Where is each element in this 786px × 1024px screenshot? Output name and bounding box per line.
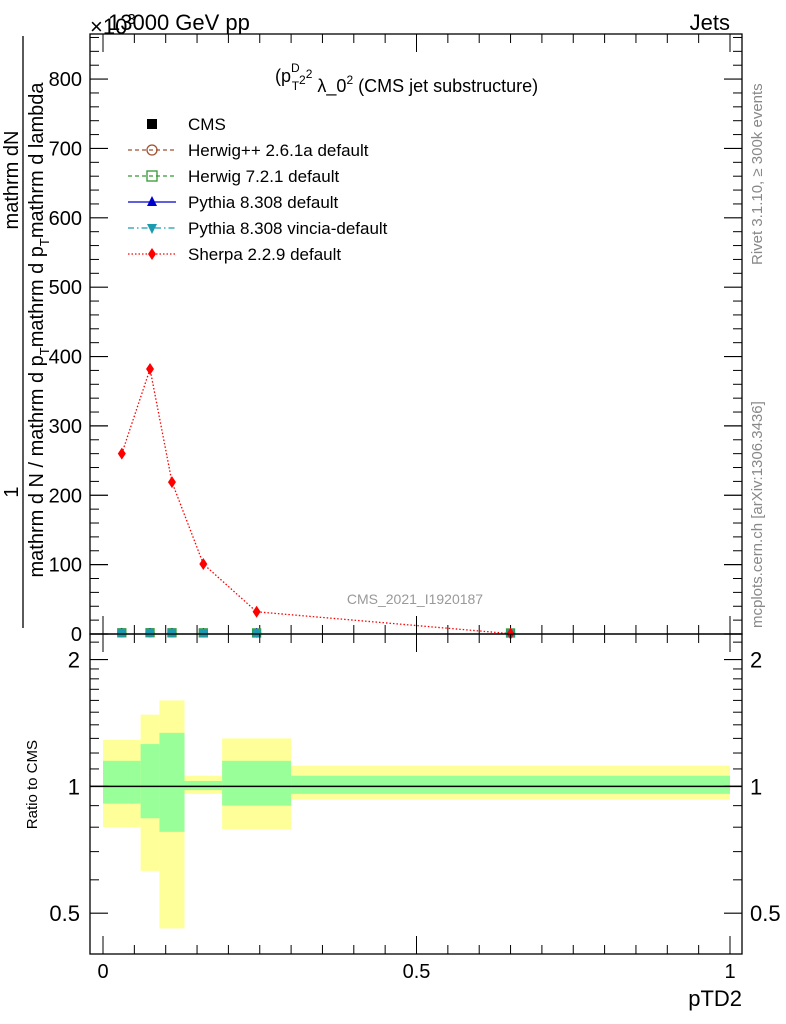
- main-y-tick-label: 800: [49, 69, 82, 91]
- sherpa-point: [146, 363, 155, 376]
- ratio-inner-band: [103, 760, 141, 804]
- main-x-axis-ticks: [102, 34, 731, 634]
- header-right: Jets: [690, 10, 730, 35]
- header-left: 13000 GeV pp: [108, 10, 250, 35]
- ratio-y-tick-label-right: 0.5: [750, 901, 781, 926]
- sherpa-point: [252, 605, 261, 618]
- legend-label: CMS: [188, 115, 226, 134]
- main-y-tick-label: 600: [49, 208, 82, 230]
- main-y-label: 1 mathrm dN mathrm d N / mathrm d pTmath…: [1, 36, 52, 628]
- legend: CMS Herwig++ 2.6.1a default Herwig 7.2.1 d…: [128, 115, 388, 264]
- legend-label: Pythia 8.308 default: [188, 193, 339, 212]
- y-label-numerator-one: 1: [1, 486, 23, 497]
- ratio-y-tick-label: 1: [68, 774, 80, 799]
- cms-point: [252, 628, 261, 637]
- legend-label: Sherpa 2.2.9 default: [188, 245, 341, 264]
- cms-point: [146, 628, 155, 637]
- legend-marker: [148, 248, 156, 260]
- ratio-y-axis: 0.5 0.5 1 1 2 2: [49, 641, 781, 955]
- ratio-inner-band: [184, 780, 223, 791]
- analysis-watermark: CMS_2021_I1920187: [347, 591, 483, 607]
- sherpa-line: [121, 366, 511, 635]
- sherpa-point: [167, 476, 176, 489]
- legend-marker: [147, 119, 157, 129]
- main-y-tick-label: 500: [49, 277, 82, 299]
- main-y-tick-label: 100: [49, 555, 82, 577]
- ratio-inner-band: [222, 760, 292, 806]
- main-y-tick-label: 700: [49, 138, 82, 160]
- main-y-tick-label: 300: [49, 416, 82, 438]
- rivet-version: Rivet 3.1.10, ≥ 300k events: [749, 83, 766, 265]
- ratio-y-tick-label-right: 1: [750, 774, 762, 799]
- x-tick-label: 1: [724, 961, 735, 983]
- main-y-tick-label: 0: [71, 624, 82, 646]
- legend-label: Pythia 8.308 vincia-default: [188, 219, 388, 238]
- mcplots-credit: mcplots.cern.ch [arXiv:1306.3436]: [749, 401, 766, 628]
- ratio-x-axis: 0 0.5 1: [97, 634, 736, 983]
- plot-title: (pD T22 λ_02 (CMS jet substructure): [275, 61, 538, 97]
- legend-marker: [146, 170, 158, 182]
- ratio-inner-band: [291, 775, 730, 794]
- sherpa-point: [117, 447, 126, 460]
- main-y-axis: 0 100 200 300 400 500 600 700 800: [49, 36, 742, 646]
- y-exponent: ×103: [90, 11, 136, 39]
- sherpa-point: [199, 557, 208, 570]
- cms-point: [167, 628, 176, 637]
- y-label-denominator: mathrm d N / mathrm d pTmathrm d pTmathr…: [26, 82, 52, 578]
- ratio-y-tick-label-right: 2: [750, 648, 762, 673]
- ratio-inner-band: [159, 732, 185, 832]
- x-axis-label: pTD2: [688, 986, 742, 1011]
- ratio-y-label: Ratio to CMS: [24, 740, 41, 829]
- main-y-tick-label: 400: [49, 347, 82, 369]
- x-tick-label: 0.5: [403, 961, 431, 983]
- legend-label: Herwig++ 2.6.1a default: [188, 141, 369, 160]
- legend-marker: [146, 144, 158, 156]
- ratio-y-tick-label: 0.5: [49, 901, 80, 926]
- legend-marker: [147, 196, 157, 206]
- y-label-numerator: mathrm dN: [1, 131, 23, 230]
- main-y-tick-label: 200: [49, 485, 82, 507]
- cms-point: [199, 628, 208, 637]
- ratio-y-tick-label: 2: [68, 648, 80, 673]
- legend-label: Herwig 7.2.1 default: [188, 167, 339, 186]
- legend-marker: [147, 224, 157, 234]
- ratio-inner-band: [140, 744, 160, 819]
- cms-point: [117, 628, 126, 637]
- x-tick-label: 0: [97, 961, 108, 983]
